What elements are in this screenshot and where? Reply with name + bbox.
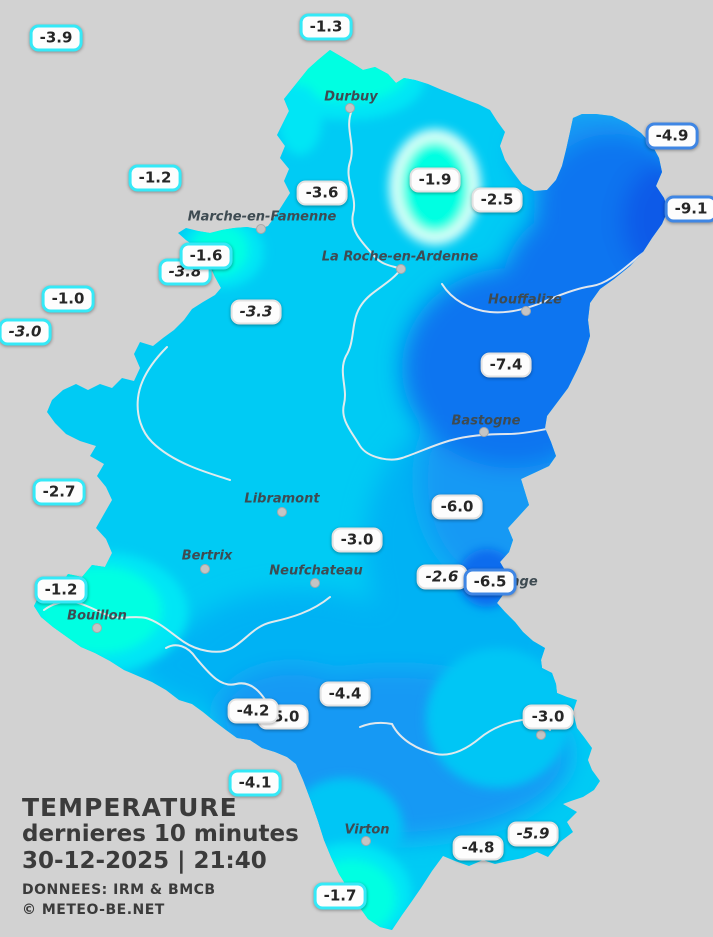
city-dot bbox=[92, 623, 102, 633]
rivers bbox=[43, 109, 668, 756]
temperature-badge: -3.6 bbox=[296, 180, 348, 206]
city-label: Bouillon bbox=[67, 608, 127, 624]
temperature-badge: -3.0 bbox=[331, 527, 383, 553]
city-dot bbox=[200, 564, 210, 574]
city-dot bbox=[277, 507, 287, 517]
city-label: Virton bbox=[344, 822, 390, 838]
temperature-badge: -1.3 bbox=[299, 13, 353, 41]
temperature-badge: -4.1 bbox=[228, 769, 282, 797]
temperature-badge: -1.0 bbox=[41, 285, 95, 313]
copyright: © METEO-BE.NET bbox=[22, 902, 165, 919]
title-block: TEMPERATURE dernieres 10 minutes 30-12-2… bbox=[22, 794, 299, 918]
temperature-badge: -6.0 bbox=[431, 494, 483, 520]
temperature-badge: -3.0 bbox=[522, 704, 574, 730]
temperature-badge: -4.2 bbox=[227, 698, 279, 724]
temperature-badge: -6.5 bbox=[463, 568, 517, 596]
city-label: Houffalize bbox=[488, 292, 562, 308]
temperature-badge: -3.0 bbox=[0, 318, 52, 346]
temperature-badge: -1.6 bbox=[179, 242, 233, 270]
temperature-badge: -4.8 bbox=[452, 835, 504, 861]
city-dot bbox=[361, 836, 371, 846]
city-label: La Roche-en-Ardenne bbox=[321, 249, 479, 265]
city-dot bbox=[521, 306, 531, 316]
map-subtitle: dernieres 10 minutes bbox=[22, 821, 299, 847]
temperature-badge: -4.4 bbox=[319, 681, 371, 707]
city-label: Neufchateau bbox=[269, 563, 363, 579]
data-source: DONNEES: IRM & BMCB bbox=[22, 882, 216, 899]
temperature-badge: -2.5 bbox=[471, 187, 523, 213]
city-label: Libramont bbox=[244, 491, 320, 507]
temperature-badge: -5.9 bbox=[507, 821, 559, 847]
city-dot bbox=[396, 264, 406, 274]
city-dot bbox=[479, 427, 489, 437]
temperature-badge: -4.9 bbox=[645, 122, 699, 150]
temperature-badge: -2.7 bbox=[32, 478, 86, 506]
city-label: Bertrix bbox=[181, 548, 233, 564]
temperature-badge: -1.2 bbox=[34, 576, 88, 604]
map-datetime: 30-12-2025 | 21:40 bbox=[22, 848, 267, 875]
temperature-badge: -1.2 bbox=[128, 164, 182, 192]
temperature-badge: -3.9 bbox=[29, 24, 83, 52]
temperature-badge: -3.3 bbox=[230, 299, 282, 325]
city-label: Bastogne bbox=[451, 413, 521, 429]
city-dot bbox=[345, 103, 355, 113]
temperature-badge: -1.9 bbox=[409, 167, 461, 193]
city-dot bbox=[310, 578, 320, 588]
temperature-badge: -7.4 bbox=[480, 352, 532, 378]
city-label: Marche-en-Famenne bbox=[187, 209, 337, 225]
city-dot bbox=[256, 224, 266, 234]
city-label: Durbuy bbox=[324, 89, 378, 105]
temperature-badge: -9.1 bbox=[664, 195, 713, 223]
temperature-badge: -1.7 bbox=[313, 882, 367, 910]
city-label: nge bbox=[510, 574, 538, 590]
temperature-badge: -2.6 bbox=[416, 564, 468, 590]
city-dot bbox=[536, 730, 546, 740]
map-title: TEMPERATURE bbox=[22, 793, 238, 822]
